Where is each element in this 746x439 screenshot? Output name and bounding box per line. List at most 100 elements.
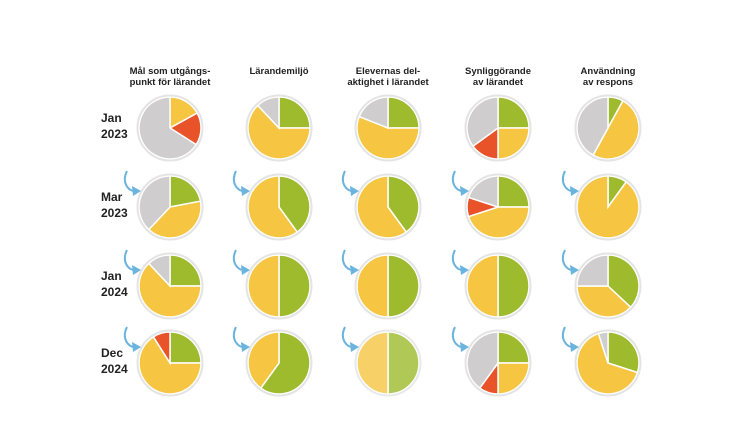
pie-slice-grey	[256, 96, 280, 130]
pie	[245, 252, 313, 320]
pie	[464, 252, 532, 320]
pie	[574, 173, 642, 241]
pie-slice-yellow	[138, 262, 202, 318]
flow-arrowhead	[241, 186, 250, 196]
pie-slice-yellow	[497, 362, 530, 395]
pie-slice-yellow	[247, 254, 280, 318]
flow-arrowhead	[570, 186, 579, 196]
pie-outline	[136, 329, 204, 397]
pie-slice-grey	[138, 175, 171, 231]
pie-outline	[245, 329, 313, 397]
column-header: Elevernas del- aktighet i lärandet	[347, 66, 429, 88]
column-header: Lärandemiljö	[249, 66, 309, 77]
pie-slice-grey	[576, 254, 609, 287]
pie	[354, 329, 422, 397]
pie-slice-yellow	[466, 254, 499, 318]
pie-slice-yellow	[576, 285, 632, 318]
pie-slice-yellow	[576, 332, 639, 395]
pie-outline	[136, 252, 204, 320]
pie-slice-green	[387, 331, 420, 395]
pie	[245, 329, 313, 397]
pie	[136, 173, 204, 241]
pie-slice-grey	[138, 96, 198, 160]
pie-slice-green	[278, 96, 311, 129]
pie-slice-green	[278, 254, 311, 318]
flow-arrowhead	[460, 342, 469, 352]
pie-slice-yellow	[138, 335, 202, 395]
pie-outline	[245, 252, 313, 320]
pie-slice-green	[387, 254, 420, 318]
pie-slice-yellow	[497, 127, 530, 160]
flow-arrowhead	[350, 265, 359, 275]
pie-slice-yellow	[147, 200, 202, 239]
flow-arrowhead	[570, 342, 579, 352]
flow-arrowhead	[570, 265, 579, 275]
pie	[354, 173, 422, 241]
pie-outline	[354, 329, 422, 397]
pie-slice-yellow	[356, 254, 389, 318]
pie-slice-yellow	[467, 206, 530, 239]
pie-slice-yellow	[247, 175, 299, 239]
pie-slice-green	[259, 331, 311, 395]
flow-arrowhead	[241, 265, 250, 275]
pie	[136, 329, 204, 397]
pie	[136, 94, 204, 162]
pie-slice-yellow	[356, 115, 420, 160]
pie-slice-yellow	[356, 175, 408, 239]
row-header: Mar 2023	[101, 190, 128, 220]
pie-slice-green	[387, 175, 420, 234]
pie-outline	[574, 94, 642, 162]
pie-slice-green	[497, 331, 530, 364]
flow-arrowhead	[350, 186, 359, 196]
pie-outline	[245, 173, 313, 241]
pie-slice-yellow	[356, 331, 389, 395]
pie-slice-grey	[597, 331, 609, 364]
pie	[574, 94, 642, 162]
pie-outline	[136, 94, 204, 162]
pie-outline	[245, 94, 313, 162]
pie	[574, 329, 642, 397]
column-header: Mål som utgångs- punkt för lärandet	[129, 66, 211, 88]
pie-slice-green	[169, 175, 202, 208]
pie-slice-green	[497, 96, 530, 129]
pie	[464, 173, 532, 241]
column-header: Synliggörande av lärandet	[465, 66, 531, 88]
flow-arrowhead	[460, 265, 469, 275]
row-header: Dec 2024	[101, 346, 128, 376]
pie-slice-yellow	[592, 99, 640, 160]
pie-outline	[354, 173, 422, 241]
pie-slice-grey	[467, 175, 499, 209]
pie-slice-green	[169, 331, 202, 364]
pie-slice-red	[152, 331, 171, 366]
pie-slice-grey	[576, 96, 609, 157]
pie	[574, 252, 642, 320]
pie-slice-green	[387, 96, 420, 129]
row-header: Jan 2024	[101, 269, 128, 299]
flow-arrowhead	[132, 186, 141, 196]
flow-arrowhead	[241, 342, 250, 352]
pie-slice-grey	[147, 254, 171, 288]
pie-slice-green	[278, 175, 311, 234]
column-header: Användning av respons	[580, 66, 636, 88]
flow-arrowhead	[132, 265, 141, 275]
pie-slice-yellow	[247, 331, 280, 390]
row-header: Jan 2023	[101, 111, 128, 141]
pie	[464, 329, 532, 397]
pie-slice-green	[169, 254, 202, 287]
pie-slice-grey	[358, 96, 389, 130]
pie-outline	[574, 329, 642, 397]
pie-outline	[464, 173, 532, 241]
pie	[464, 94, 532, 162]
pie-outline	[136, 173, 204, 241]
pie	[136, 252, 204, 320]
pie-slice-grey	[466, 96, 499, 148]
pie	[354, 252, 422, 320]
pie-slice-green	[607, 331, 640, 374]
flow-arrowhead	[132, 342, 141, 352]
pie-slice-yellow	[247, 104, 311, 160]
pie-outline	[574, 173, 642, 241]
pie-slice-green	[497, 175, 530, 208]
pie-slice-green	[497, 254, 530, 318]
pie	[245, 173, 313, 241]
